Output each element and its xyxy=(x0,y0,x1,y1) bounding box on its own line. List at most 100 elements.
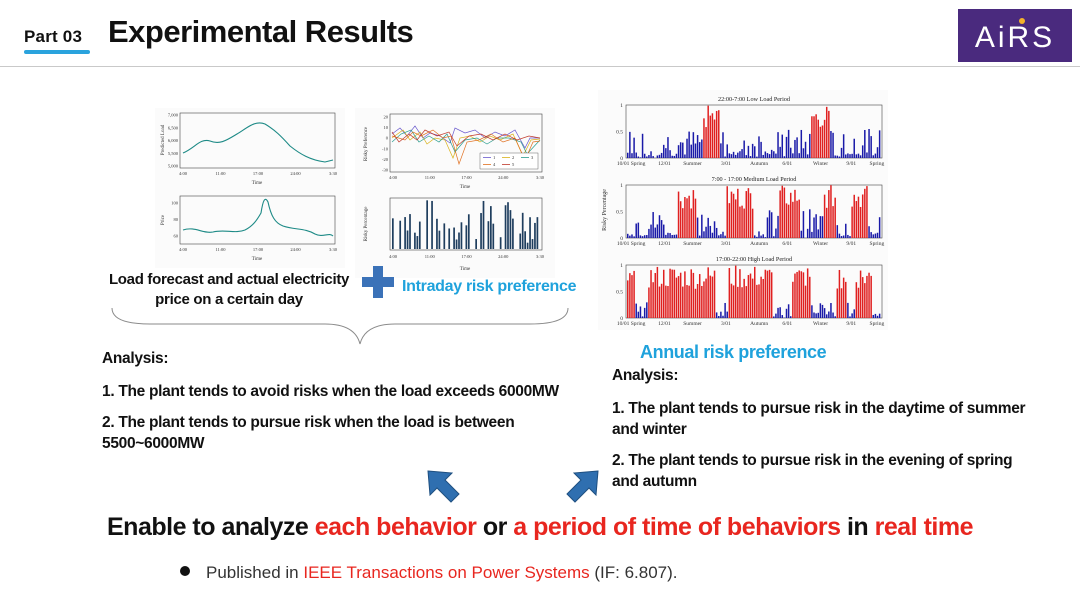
annual-bar xyxy=(832,312,834,318)
annual-bar xyxy=(849,316,851,318)
annual-bar xyxy=(711,232,714,238)
annual-bar xyxy=(866,275,868,318)
load-ytick: 7,000 xyxy=(168,113,179,119)
annual-bar xyxy=(677,145,680,158)
annual-bar xyxy=(785,136,788,158)
annual-bar xyxy=(671,155,673,158)
risk-pct-bar xyxy=(436,218,438,249)
risk-pct-bar xyxy=(438,230,441,249)
risk-pct-bar xyxy=(448,228,451,249)
annual-bar xyxy=(732,285,735,318)
annual-bar xyxy=(811,231,813,238)
price-ytick: 80 xyxy=(174,217,179,222)
annual-bar xyxy=(633,270,635,318)
price-xtick: 3:30 xyxy=(329,247,338,252)
risk-pct-bar xyxy=(453,227,455,249)
annual-bar xyxy=(830,185,832,238)
annual-bar xyxy=(646,156,648,158)
risk-series-3 xyxy=(391,129,541,155)
annual-bar xyxy=(766,217,769,238)
annual-bar xyxy=(868,129,870,158)
annual-bar xyxy=(703,231,705,238)
annual-bar xyxy=(656,155,659,158)
annual-bar xyxy=(701,214,703,238)
annual-bar xyxy=(739,151,741,158)
annual-bar xyxy=(648,287,650,318)
annual-risk-figure: Risky Percentage 22:00-7:00 Low Load Per… xyxy=(598,90,888,330)
load-ytick: 5,500 xyxy=(168,151,179,157)
annual-bar xyxy=(682,208,684,238)
annual-bar xyxy=(804,285,807,318)
annual-bar xyxy=(815,114,817,158)
annual-bar xyxy=(779,307,781,318)
annual-bar xyxy=(698,274,701,318)
annual-bar xyxy=(766,153,769,158)
annual-bar xyxy=(832,206,834,238)
price-xtick: 17:00 xyxy=(253,247,264,252)
annual-bar xyxy=(851,313,853,318)
risk-pref-ytick: -10 xyxy=(382,146,389,151)
annual-bar xyxy=(677,191,680,238)
annual-bar xyxy=(698,142,701,158)
risk-pct-xtick: 3:30 xyxy=(536,254,545,259)
annual-xtick: 10/01 Spring xyxy=(617,241,646,247)
risk-pct-bar xyxy=(443,223,446,249)
annual-bar xyxy=(692,132,695,158)
annual-bar xyxy=(766,270,769,318)
risk-pct-xtick: 24:00 xyxy=(498,254,509,259)
annual-bar xyxy=(756,236,758,238)
price-xtick: 24:00 xyxy=(290,247,301,252)
annual-bar xyxy=(726,311,728,318)
annual-ylabel: Risky Percentage xyxy=(602,189,608,231)
annual-bar xyxy=(641,133,644,158)
annual-bar xyxy=(715,312,718,318)
annual-bar xyxy=(878,130,881,158)
risk-pref-ytick: 0 xyxy=(386,136,389,141)
annual-bar xyxy=(627,152,629,158)
load-price-caption: Load forecast and actual electricity pri… xyxy=(108,271,350,308)
annual-bar xyxy=(842,277,845,318)
annual-bar xyxy=(751,208,754,238)
risk-pct-bar xyxy=(460,222,463,249)
annual-bar xyxy=(730,283,733,318)
curly-brace xyxy=(111,307,569,345)
annual-bar xyxy=(762,234,764,238)
annual-bar xyxy=(715,110,718,158)
annual-bar xyxy=(849,154,851,158)
load-series-line xyxy=(182,122,334,163)
annual-bar xyxy=(696,217,699,238)
annual-bar xyxy=(813,217,815,238)
annual-bar xyxy=(819,216,822,238)
load-chart-ylabel: Predicted Load xyxy=(161,124,166,155)
annual-bar xyxy=(684,154,686,158)
annual-bar xyxy=(662,269,665,318)
legend-label: 4 xyxy=(493,162,496,167)
annual-panel: 17:00-22:00 High Load Period 1 0.5 010/01 S… xyxy=(616,256,884,327)
annual-ytick: 0.5 xyxy=(616,130,623,136)
annual-bar xyxy=(823,194,826,238)
annual-bar xyxy=(800,129,803,158)
annual-xtick: 9/01 xyxy=(846,321,856,327)
annual-bar xyxy=(694,198,697,238)
annual-bar xyxy=(817,312,819,318)
annual-risk-caption: Annual risk preference xyxy=(640,342,827,362)
annual-bar xyxy=(656,266,659,318)
annual-bar xyxy=(737,286,739,318)
risk-pref-ytick: -20 xyxy=(382,157,389,162)
annual-bar xyxy=(789,147,792,158)
annual-xtick: 12/01 xyxy=(658,321,671,327)
annual-bar xyxy=(847,234,849,238)
annual-bar xyxy=(800,271,803,318)
annual-bar xyxy=(637,156,640,158)
annual-bar xyxy=(726,186,728,238)
load-xtick: 3:30 xyxy=(329,171,338,176)
annual-ytick: 1 xyxy=(620,263,623,269)
annual-bar xyxy=(711,276,714,318)
analysis-left: Analysis: 1. The plant tends to avoid ri… xyxy=(102,350,582,464)
annual-xtick: Autumn xyxy=(750,241,768,247)
annual-bar xyxy=(825,314,828,318)
annual-bar xyxy=(694,288,697,318)
annual-bar xyxy=(732,151,735,158)
annual-bar xyxy=(806,154,809,158)
annual-bar xyxy=(722,231,724,238)
